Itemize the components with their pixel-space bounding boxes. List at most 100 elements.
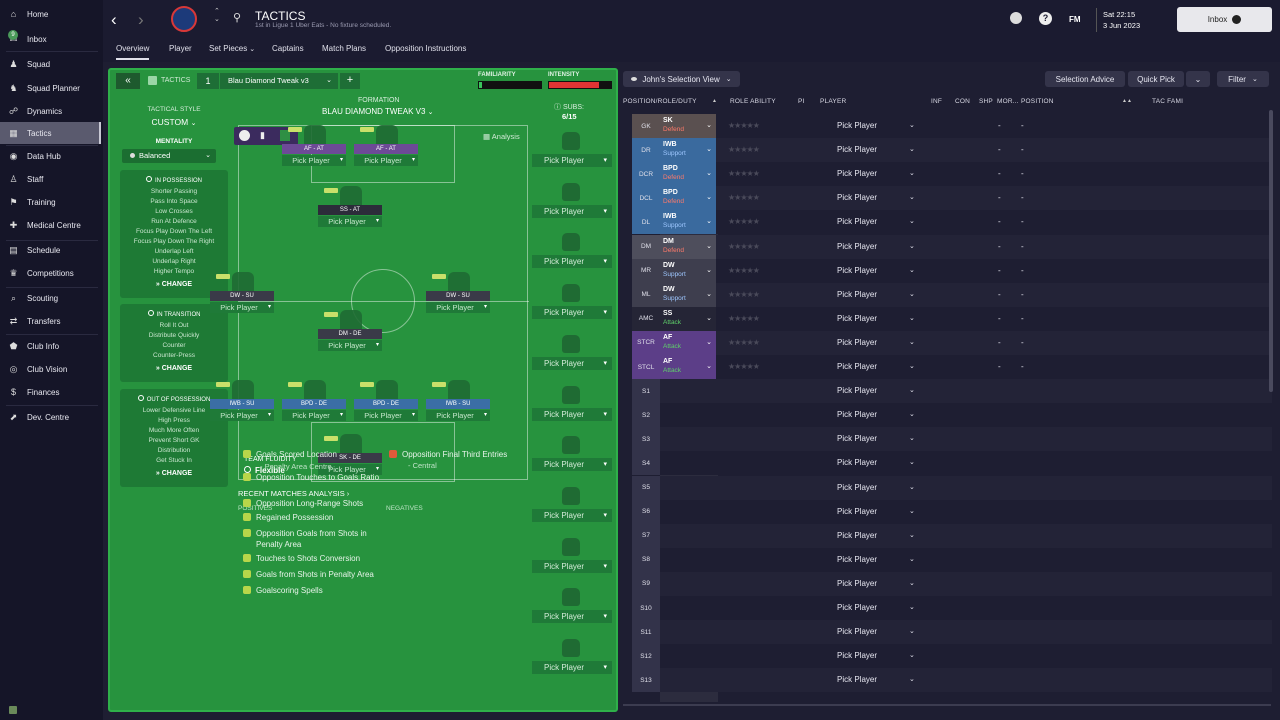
- scrollbar[interactable]: [1269, 110, 1273, 392]
- chevron-down-icon[interactable]: ⌄: [909, 555, 915, 563]
- pick-player-select[interactable]: Pick Player: [426, 302, 490, 313]
- pick-player-select[interactable]: Pick Player: [532, 508, 612, 522]
- sub-slot[interactable]: Pick Player: [532, 635, 612, 685]
- recent-matches-title[interactable]: RECENT MATCHES ANALYSIS ›: [238, 489, 350, 498]
- player-role[interactable]: DW - SU: [210, 291, 274, 301]
- chevron-down-icon[interactable]: ⌄: [909, 194, 915, 202]
- chevron-down-icon[interactable]: ⌄: [909, 290, 915, 298]
- player-role[interactable]: AF - AT: [282, 144, 346, 154]
- chevron-down-icon[interactable]: ⌄: [909, 170, 915, 178]
- sidebar-item-dynamics[interactable]: ☍ Dynamics: [0, 100, 101, 122]
- pick-player-select[interactable]: Pick Player: [532, 204, 612, 218]
- role-duty-select[interactable]: IWB Support ⌄: [660, 210, 716, 235]
- chevron-down-icon[interactable]: ⌄: [909, 507, 915, 515]
- column-header[interactable]: ROLE ABILITY: [730, 98, 776, 105]
- table-row[interactable]: DCL BPD Defend ⌄ ★★★★★ - - Pick Player ⌄: [632, 186, 1272, 211]
- inbox-button[interactable]: Inbox: [1177, 7, 1272, 32]
- role-duty-select[interactable]: DW Support ⌄: [660, 282, 716, 307]
- pick-player-select[interactable]: Pick Player: [837, 675, 878, 685]
- tab-captains[interactable]: Captains: [272, 44, 304, 53]
- table-row[interactable]: S2 Pick Player ⌄: [632, 403, 1272, 428]
- chevron-down-icon[interactable]: ⌄: [909, 531, 915, 539]
- sidebar-item-dev-centre[interactable]: ⬈ Dev. Centre: [0, 406, 101, 428]
- role-duty-select[interactable]: AF Attack ⌄: [660, 355, 716, 379]
- tab-opposition-instructions[interactable]: Opposition Instructions: [385, 44, 466, 53]
- chevron-down-icon[interactable]: ⌄: [909, 435, 915, 443]
- horizontal-scrollbar[interactable]: [623, 704, 1271, 706]
- player-role[interactable]: SK - DE: [318, 453, 382, 463]
- person-icon[interactable]: [239, 130, 250, 141]
- column-header[interactable]: PLAYER: [820, 98, 846, 105]
- pick-player-select[interactable]: Pick Player: [837, 145, 878, 155]
- sort-icon[interactable]: ▲▲: [1122, 98, 1132, 104]
- player-role[interactable]: AF - AT: [354, 144, 418, 154]
- pick-player-select[interactable]: Pick Player: [354, 155, 418, 166]
- table-row[interactable]: DCR BPD Defend ⌄ ★★★★★ - - Pick Player ⌄: [632, 162, 1272, 187]
- pick-player-select[interactable]: Pick Player: [837, 578, 878, 588]
- tactic-select[interactable]: Blau Diamond Tweak v3 ⌄: [220, 73, 338, 89]
- pick-player-select[interactable]: Pick Player: [282, 155, 346, 166]
- sidebar-item-squad[interactable]: ♟ Squad: [0, 53, 101, 75]
- table-row[interactable]: S13 Pick Player ⌄: [632, 668, 1272, 693]
- sub-slot[interactable]: Pick Player: [532, 179, 612, 229]
- player-role[interactable]: DM - DE: [318, 329, 382, 339]
- collapse-button[interactable]: «: [116, 73, 140, 89]
- sidebar-item-club-vision[interactable]: ◎ Club Vision: [0, 358, 101, 380]
- chevron-down-icon[interactable]: ⌄: [909, 122, 915, 129]
- quick-pick-menu-button[interactable]: ⌄: [1186, 71, 1210, 87]
- sidebar-item-competitions[interactable]: ♛ Competitions: [0, 262, 101, 284]
- pick-player-select[interactable]: Pick Player: [837, 458, 878, 468]
- chevron-down-icon[interactable]: ⌄: [909, 314, 915, 322]
- info-card-icon[interactable]: [280, 130, 290, 141]
- mentality-select[interactable]: Balanced ⌄: [122, 149, 216, 163]
- table-row[interactable]: GK SK Defend ⌄ ★★★★★ - - Pick Player ⌄: [632, 114, 1272, 138]
- table-row[interactable]: S7 Pick Player ⌄: [632, 523, 1272, 548]
- table-row[interactable]: S12 Pick Player ⌄: [632, 644, 1272, 669]
- bar-chart-icon[interactable]: ▮: [260, 130, 265, 140]
- pick-player-select[interactable]: Pick Player: [837, 506, 878, 516]
- sub-slot[interactable]: Pick Player: [532, 432, 612, 482]
- pick-player-select[interactable]: Pick Player: [837, 386, 878, 396]
- pick-player-select[interactable]: Pick Player: [532, 407, 612, 421]
- table-row[interactable]: S11 Pick Player ⌄: [632, 620, 1272, 645]
- role-duty-select[interactable]: IWB Support ⌄: [660, 138, 716, 163]
- table-row[interactable]: S3 Pick Player ⌄: [632, 427, 1272, 452]
- pick-player-select[interactable]: Pick Player: [837, 241, 878, 251]
- pick-player-select[interactable]: Pick Player: [837, 217, 878, 227]
- pick-player-select[interactable]: Pick Player: [210, 302, 274, 313]
- sidebar-item-home[interactable]: ⌂ Home: [0, 3, 101, 25]
- role-duty-select[interactable]: SK Defend ⌄: [660, 114, 716, 138]
- chevron-down-icon[interactable]: ⌄: [909, 218, 915, 226]
- pick-player-select[interactable]: Pick Player: [532, 610, 612, 624]
- chevron-down-icon[interactable]: ⌄: [909, 652, 915, 660]
- role-duty-select[interactable]: BPD Defend ⌄: [660, 162, 716, 187]
- chevron-down-icon[interactable]: ⌄: [909, 579, 915, 587]
- pick-player-select[interactable]: Pick Player: [837, 362, 878, 371]
- forward-icon[interactable]: ›: [138, 10, 144, 29]
- role-duty-select[interactable]: SS Attack ⌄: [660, 306, 716, 331]
- back-icon[interactable]: ‹: [111, 10, 117, 29]
- chevron-down-icon[interactable]: ⌄: [909, 242, 915, 250]
- sidebar-item-finances[interactable]: $ Finances: [0, 381, 101, 403]
- pitch-player-slot[interactable]: DM - DE Pick Player: [318, 310, 388, 352]
- table-row[interactable]: DL IWB Support ⌄ ★★★★★ - - Pick Player ⌄: [632, 210, 1272, 235]
- pitch-player-slot[interactable]: BPD - DE Pick Player: [354, 380, 424, 422]
- pick-player-select[interactable]: Pick Player: [532, 559, 612, 573]
- pick-player-select[interactable]: Pick Player: [532, 458, 612, 472]
- tactic-slot[interactable]: 1: [197, 73, 219, 89]
- tab-player[interactable]: Player: [169, 44, 192, 53]
- player-role[interactable]: SS - AT: [318, 205, 382, 215]
- sort-icon[interactable]: ▲: [712, 98, 717, 104]
- tactical-style-select[interactable]: CUSTOM ⌄: [120, 117, 228, 127]
- sidebar-item-medical-centre[interactable]: ✚ Medical Centre: [0, 214, 101, 236]
- sidebar-item-training[interactable]: ⚑ Training: [0, 191, 101, 213]
- pick-player-select[interactable]: Pick Player: [318, 464, 382, 475]
- pitch-player-slot[interactable]: SS - AT Pick Player: [318, 186, 388, 228]
- pick-player-select[interactable]: Pick Player: [318, 340, 382, 351]
- search-icon[interactable]: ⚲: [233, 12, 242, 24]
- pick-player-select[interactable]: Pick Player: [318, 216, 382, 227]
- table-row[interactable]: S5 Pick Player ⌄: [632, 475, 1272, 500]
- sidebar-item-squad-planner[interactable]: ♞ Squad Planner: [0, 77, 101, 99]
- out-of-possession-change-button[interactable]: » CHANGE: [155, 470, 193, 477]
- quick-pick-button[interactable]: Quick Pick: [1128, 71, 1184, 87]
